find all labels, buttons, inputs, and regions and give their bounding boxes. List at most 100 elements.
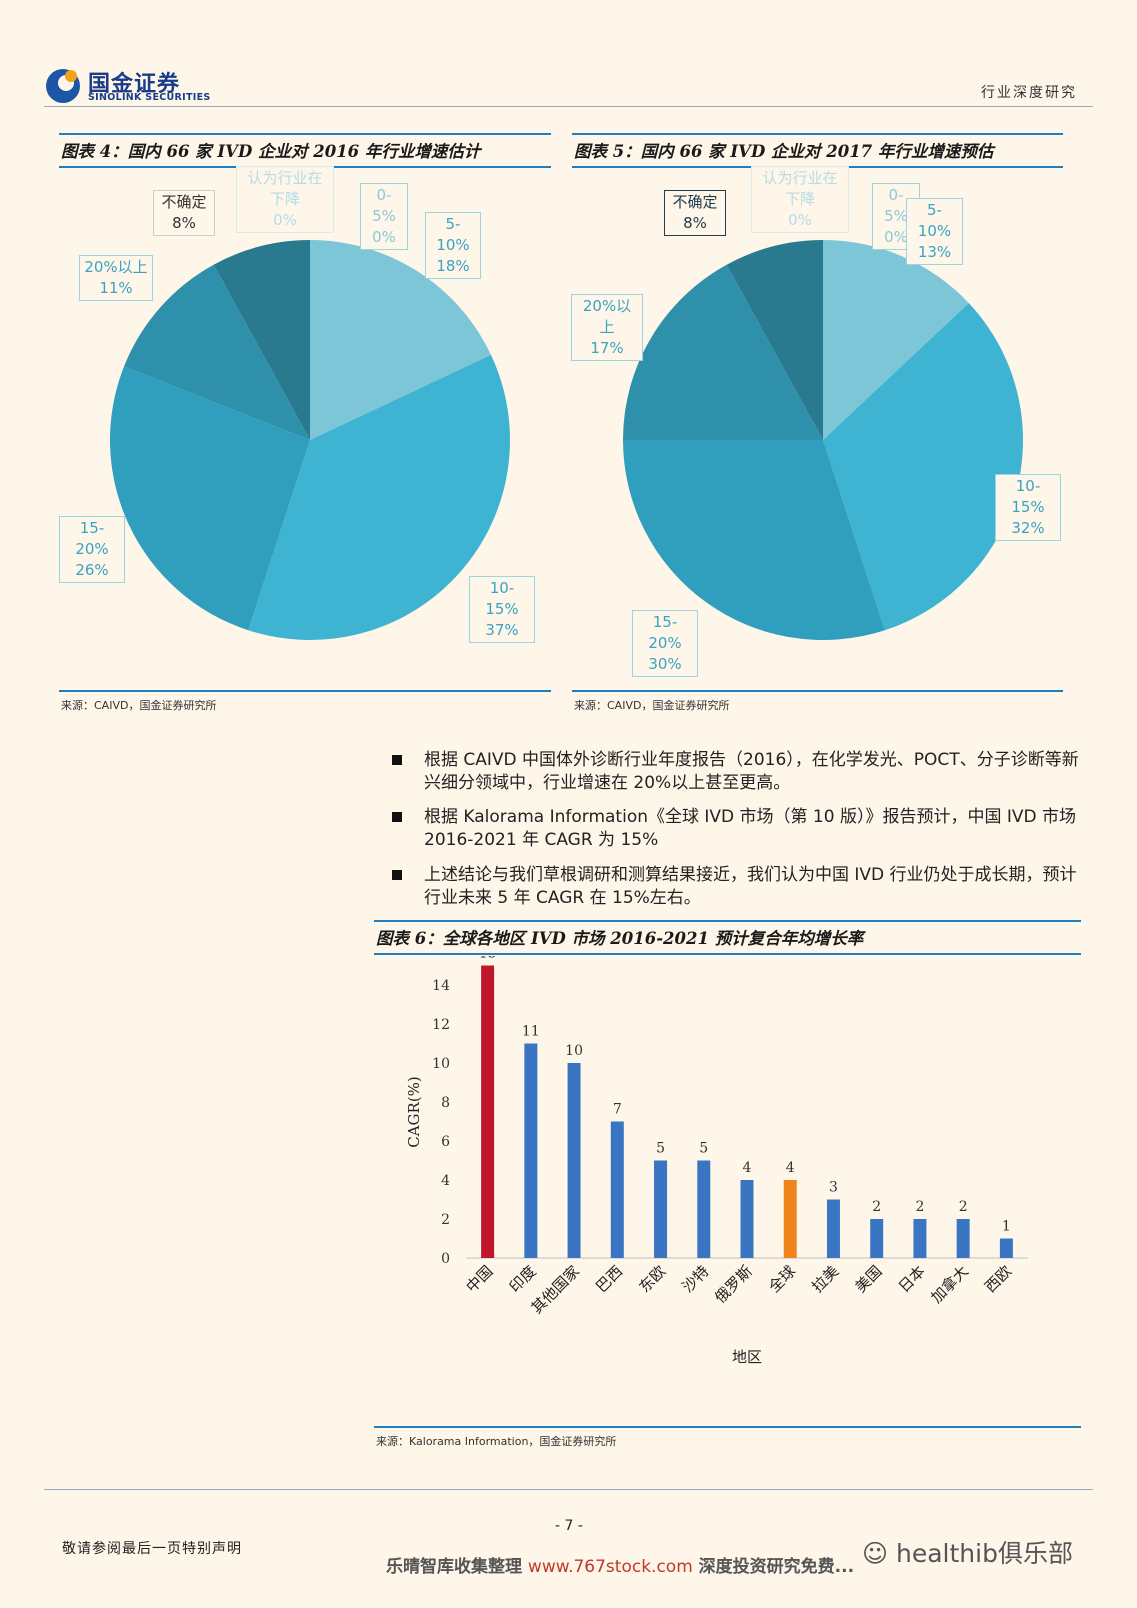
x-tick-label: 加拿大 bbox=[927, 1262, 972, 1307]
figure6-source: 来源：Kalorama Information，国金证券研究所 bbox=[376, 1435, 617, 1448]
figure5-pie-slice bbox=[823, 303, 1023, 631]
report-type: 行业深度研究 bbox=[981, 85, 1077, 101]
figure5-label-10-15: 10-15% 32% bbox=[995, 474, 1061, 541]
y-tick-label: 14 bbox=[432, 978, 450, 994]
logo-english: SINOLINK SECURITIES bbox=[88, 92, 211, 103]
figure5-label-decline: 认为行业在下降 0% bbox=[751, 166, 849, 233]
bar-value-label: 1 bbox=[1002, 1219, 1011, 1235]
bullet-item: 根据 CAIVD 中国体外诊断行业年度报告（2016），在化学发光、POCT、分… bbox=[392, 749, 1082, 795]
y-tick-label: 10 bbox=[432, 1056, 450, 1072]
figure4-label-20-plus: 20%以上 11% bbox=[79, 255, 153, 301]
x-tick-label: 其他国家 bbox=[528, 1262, 583, 1317]
figure4-pie-slice bbox=[248, 354, 510, 640]
bar bbox=[913, 1219, 927, 1258]
figure4-label-decline: 认为行业在下降 0% bbox=[236, 166, 334, 233]
figure6-bar-chart: 0246810121416CAGR(%)15中国11印度10其他国家7巴西5东欧… bbox=[405, 956, 1028, 1366]
y-tick-label: 12 bbox=[432, 1017, 450, 1033]
bar bbox=[826, 1199, 840, 1258]
figure4-pie-slice bbox=[310, 240, 491, 440]
logo-chinese: 国金证券 bbox=[88, 72, 181, 97]
figure5-pie-slice bbox=[623, 440, 885, 640]
bullet-item: 上述结论与我们草根调研和测算结果接近，我们认为中国 IVD 行业仍处于成长期，预… bbox=[392, 864, 1082, 910]
bullet-square-icon bbox=[392, 870, 402, 880]
bullet-text: 根据 Kalorama Information《全球 IVD 市场（第 10 版… bbox=[424, 807, 1077, 850]
y-tick-label: 8 bbox=[441, 1095, 450, 1111]
figure5-pie-slice bbox=[623, 264, 823, 440]
bar-value-label: 3 bbox=[829, 1180, 838, 1196]
figure4-label-5-10: 5-10% 18% bbox=[425, 212, 481, 279]
figure5-label-20-plus: 20%以上 17% bbox=[571, 294, 643, 361]
figure6-source-rule bbox=[374, 1426, 1081, 1428]
bar bbox=[999, 1238, 1013, 1258]
x-tick-label: 全球 bbox=[765, 1262, 799, 1296]
x-tick-label: 巴西 bbox=[592, 1262, 626, 1296]
figure5-pie-chart bbox=[623, 240, 1023, 640]
x-axis-label: 地区 bbox=[732, 1348, 762, 1366]
bar-value-label: 15 bbox=[479, 956, 497, 962]
bar-value-label: 10 bbox=[565, 1043, 583, 1059]
figure4-title: 图表 4：国内 66 家 IVD 企业对 2016 年行业增速估计 bbox=[59, 133, 551, 168]
figure4-source: 来源：CAIVD，国金证券研究所 bbox=[61, 699, 217, 712]
bullet-text: 上述结论与我们草根调研和测算结果接近，我们认为中国 IVD 行业仍处于成长期，预… bbox=[424, 865, 1077, 908]
y-tick-label: 0 bbox=[441, 1251, 450, 1267]
bullet-item: 根据 Kalorama Information《全球 IVD 市场（第 10 版… bbox=[392, 806, 1082, 852]
figure5-label-15-20: 15-20% 30% bbox=[632, 610, 698, 677]
figure5-title: 图表 5：国内 66 家 IVD 企业对 2017 年行业增速预估 bbox=[572, 133, 1063, 168]
figure5-source: 来源：CAIVD，国金证券研究所 bbox=[574, 699, 730, 712]
x-tick-label: 日本 bbox=[895, 1262, 929, 1296]
bullet-text: 根据 CAIVD 中国体外诊断行业年度报告（2016），在化学发光、POCT、分… bbox=[424, 750, 1079, 793]
figure4-source-rule bbox=[59, 690, 551, 692]
figure6-title: 图表 6：全球各地区 IVD 市场 2016-2021 预计复合年均增长率 bbox=[374, 920, 1081, 955]
figure5-pie-slice bbox=[823, 240, 969, 440]
y-tick-label: 4 bbox=[441, 1173, 450, 1189]
bar bbox=[870, 1219, 884, 1258]
wechat-watermark: ☺ healthib俱乐部 bbox=[862, 1539, 1073, 1568]
x-tick-label: 中国 bbox=[462, 1262, 496, 1296]
disclaimer-note: 敬请参阅最后一页特别声明 bbox=[62, 1541, 242, 1557]
wechat-icon: ☺ bbox=[862, 1539, 897, 1568]
bullet-square-icon bbox=[392, 812, 402, 822]
y-tick-label: 2 bbox=[441, 1212, 450, 1228]
x-tick-label: 美国 bbox=[852, 1262, 886, 1296]
x-tick-label: 西欧 bbox=[981, 1262, 1015, 1296]
figure4-label-15-20: 15-20% 26% bbox=[59, 516, 125, 583]
page-number: - 7 - bbox=[555, 1518, 583, 1534]
bar-value-label: 2 bbox=[915, 1199, 924, 1215]
bar bbox=[481, 965, 495, 1258]
figure5-label-5-10: 5-10% 13% bbox=[906, 198, 963, 265]
bar-value-label: 5 bbox=[699, 1141, 708, 1157]
bar-value-label: 2 bbox=[959, 1199, 968, 1215]
bar-value-label: 2 bbox=[872, 1199, 881, 1215]
x-tick-label: 东欧 bbox=[635, 1262, 669, 1296]
bar bbox=[567, 1063, 581, 1258]
y-tick-label: 6 bbox=[441, 1134, 450, 1150]
figure4-pie-slice bbox=[124, 264, 310, 440]
bar-value-label: 5 bbox=[656, 1141, 665, 1157]
x-tick-label: 拉美 bbox=[808, 1262, 842, 1296]
bar-value-label: 11 bbox=[522, 1024, 540, 1040]
bar bbox=[610, 1121, 624, 1258]
figure4-label-0-5: 0-5% 0% bbox=[360, 183, 408, 250]
figure4-pie-slice bbox=[109, 366, 310, 631]
x-tick-label: 俄罗斯 bbox=[711, 1262, 756, 1307]
figure4-pie-chart bbox=[109, 240, 510, 640]
figure4-pie-slice bbox=[213, 240, 310, 440]
bar-value-label: 4 bbox=[786, 1160, 795, 1176]
x-tick-label: 沙特 bbox=[679, 1262, 713, 1296]
bullet-square-icon bbox=[392, 755, 402, 765]
bar bbox=[956, 1219, 970, 1258]
bar bbox=[654, 1160, 668, 1258]
bar bbox=[524, 1043, 538, 1258]
figure4-label-uncertain: 不确定 8% bbox=[153, 190, 215, 236]
watermark: 乐晴智库收集整理 www.767stock.com 深度投资研究免费... bbox=[386, 1557, 855, 1577]
figure5-source-rule bbox=[572, 690, 1063, 692]
y-axis-label: CAGR(%) bbox=[405, 1076, 423, 1148]
footer-divider bbox=[44, 1489, 1093, 1490]
x-tick-label: 印度 bbox=[506, 1262, 540, 1296]
bar-value-label: 4 bbox=[743, 1160, 752, 1176]
sinolink-logo-icon bbox=[46, 69, 80, 103]
figure5-pie-slice bbox=[726, 240, 823, 440]
figure5-label-uncertain: 不确定 8% bbox=[664, 190, 726, 236]
figure4-label-10-15: 10-15% 37% bbox=[469, 576, 535, 643]
bar bbox=[740, 1180, 754, 1258]
